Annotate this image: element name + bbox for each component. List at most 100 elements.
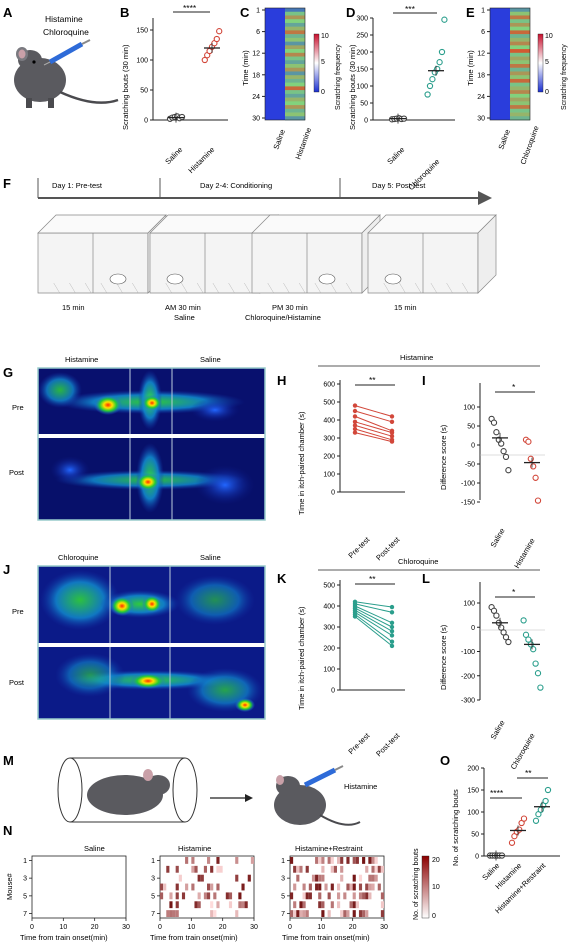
b-sig: ****: [183, 3, 197, 13]
i-xtick-histamine: Histamine: [512, 537, 536, 570]
i-point: [490, 419, 498, 426]
e-heat-cell: [510, 105, 530, 110]
l-point: [500, 629, 507, 636]
panel-letter-h: H: [277, 373, 286, 388]
k-sig: **: [369, 574, 376, 584]
f-day5: Day 5: Post-test: [372, 181, 426, 190]
e-xtick-saline: Saline: [496, 128, 512, 151]
n-hist-raster-cell: [247, 874, 251, 882]
n-rest-raster-cell: [296, 910, 300, 917]
n-hist-raster-cell: [175, 910, 179, 917]
e-heat-cell: [510, 56, 530, 61]
o-sig1: ****: [490, 788, 504, 798]
i-point: [502, 453, 510, 461]
k-point-pre: [352, 614, 358, 619]
n-ytick-label: 3: [151, 876, 155, 883]
c-heat-cell: [285, 49, 305, 54]
n-rest-raster-cell: [368, 883, 372, 891]
n-hist-raster-cell: [216, 865, 220, 873]
n-rest-raster-cell: [296, 874, 300, 882]
n-rest-raster-cell: [352, 874, 356, 882]
i-point: [534, 497, 542, 504]
n-rest-raster-cell: [371, 874, 375, 882]
chamber-grid-line: [132, 282, 139, 294]
n-title-histamine: Histamine: [178, 844, 211, 853]
k-ytick-label: 300: [323, 625, 335, 632]
n-rest-raster-cell: [340, 857, 344, 864]
n-ytick-label: 5: [23, 893, 27, 900]
n-rest-raster-cell: [318, 883, 322, 891]
n-rest-raster-cell: [330, 883, 334, 891]
e-xtick-chloroquine: Chloroquine: [518, 125, 540, 166]
n-rest-raster-cell: [352, 857, 356, 864]
n-rest-raster-cell: [293, 883, 297, 891]
n-hist-raster-cell: [181, 892, 186, 900]
l-point: [532, 660, 539, 667]
k-pair-line: [354, 607, 393, 628]
chamber-grid-line: [414, 282, 422, 294]
i-xtick-saline: Saline: [489, 527, 507, 550]
h-point-pre: [352, 408, 358, 414]
o-ytick-label: 200: [467, 766, 479, 773]
n-xtick-label: 0: [288, 924, 292, 931]
i-point: [525, 438, 532, 445]
chart-b: 0 50 100 150 **** Scratching bouts (30 min)…: [121, 3, 228, 175]
n-ytick-label: 3: [23, 876, 27, 883]
n-hist-raster-cell: [185, 883, 189, 891]
e-heat-cell: [510, 71, 530, 76]
c-heat-cell: [285, 15, 305, 20]
panel-letter-m: M: [3, 753, 14, 768]
n-rest-raster-cell: [374, 874, 378, 882]
c-cbar-0: 0: [321, 89, 325, 96]
n-rest-raster-cell: [340, 865, 344, 873]
n-hist-raster-cell: [250, 857, 254, 864]
l-point: [522, 631, 530, 638]
panel-letter-i: I: [422, 373, 426, 388]
a-label-chloroquine: Chloroquine: [43, 27, 89, 37]
c-heat-cell: [285, 19, 305, 24]
n-hist-raster-cell: [194, 865, 198, 873]
n-rest-raster-cell: [352, 883, 356, 891]
e-ytick-label: 18: [477, 72, 485, 79]
e-cbar-0: 0: [545, 89, 549, 96]
e-heat-cell: [510, 49, 530, 54]
g-row-post: Post: [9, 468, 25, 477]
f-day24: Day 2-4: Conditioning: [200, 181, 272, 190]
i-point: [530, 463, 537, 470]
n-rest-raster-cell: [380, 901, 384, 909]
h-ytick-label: 400: [323, 418, 335, 425]
f-cap4: 15 min: [394, 303, 417, 312]
k-ytick-label: 200: [323, 646, 335, 653]
f-cap2a: AM 30 min: [165, 303, 201, 312]
k-point-post: [389, 620, 395, 625]
e-heat-cell: [510, 75, 530, 80]
n-hist-raster-cell: [191, 857, 195, 864]
n-hist-raster-cell: [191, 883, 195, 891]
d-ytick-label: 50: [360, 101, 368, 108]
n-xtick-label: 20: [91, 924, 99, 931]
e-heat-cell: [510, 52, 530, 57]
n-hist-raster-cell: [235, 874, 239, 882]
n-rest-raster-cell: [371, 883, 375, 891]
h-point-post: [389, 439, 395, 444]
d-ytick-label: 100: [356, 84, 368, 91]
o-ylabel: No. of scratching bouts: [451, 789, 460, 866]
c-cbar-10: 10: [321, 33, 329, 40]
j-row-post: Post: [9, 678, 25, 687]
h-point-pre: [352, 403, 358, 408]
k-ylabel: Time in itch-paired chamber (s): [297, 606, 306, 710]
chamber-grid-line: [84, 282, 92, 294]
n-cbar-20: 20: [432, 857, 440, 864]
panel-letter-d: D: [346, 5, 355, 20]
chamber-grid-line: [314, 282, 322, 294]
n-rest-raster-cell: [358, 874, 363, 882]
n-ytick-label: 3: [281, 876, 285, 883]
j-right-label: Saline: [200, 553, 221, 562]
c-heat-cell: [285, 34, 305, 39]
o-sig2: **: [525, 768, 532, 778]
n-xtick-label: 20: [349, 924, 357, 931]
e-heat-cell: [510, 78, 530, 83]
i-ylabel: Difference score (s): [439, 424, 448, 490]
e-colorbar: [537, 33, 544, 93]
n-rest-raster-cell: [321, 910, 325, 917]
